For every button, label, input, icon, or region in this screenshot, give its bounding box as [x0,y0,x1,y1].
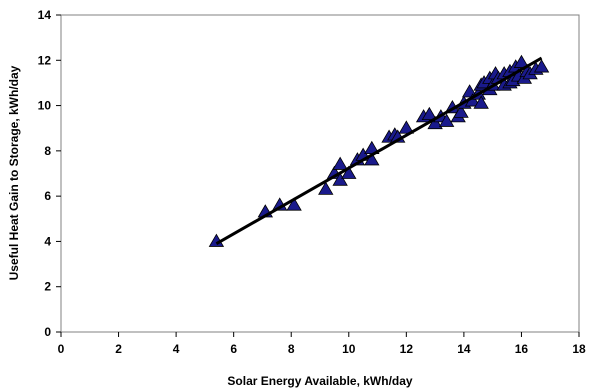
data-point [332,172,348,186]
data-point [398,120,415,134]
plot-area [60,14,580,333]
data-point [473,95,489,109]
x-tick-label: 8 [288,342,295,356]
x-tick-label: 0 [58,342,65,356]
x-axis: 0 2 4 6 8 10 12 14 16 18 [58,332,586,356]
x-tick-label: 18 [572,342,586,356]
y-tick-label: 4 [44,234,51,248]
x-tick-label: 10 [342,342,356,356]
trendline [215,56,543,245]
x-tick-label: 4 [173,342,180,356]
x-tick-label: 14 [457,342,471,356]
data-point [286,197,302,211]
y-tick-label: 14 [38,8,52,22]
data-point [427,115,443,130]
y-axis-title: Useful Heat Gain to Storage, kWh/day [7,65,21,280]
data-point [453,104,469,118]
data-point [438,113,455,127]
x-axis-title: Solar Energy Available, kWh/day [227,374,413,388]
y-tick-label: 8 [44,144,51,158]
data-point [318,181,334,195]
data-point [332,156,348,170]
y-tick-label: 6 [44,189,51,203]
y-tick-label: 12 [38,53,52,67]
data-point [364,152,380,166]
data-point [513,54,530,68]
data-point [461,84,478,98]
y-axis: 0 2 4 6 8 10 12 14 [38,8,61,339]
x-tick-label: 2 [115,342,122,356]
data-point [341,165,357,179]
y-tick-label: 2 [44,280,51,294]
x-tick-label: 12 [400,342,414,356]
x-tick-label: 6 [230,342,237,356]
y-tick-label: 0 [44,325,51,339]
x-tick-label: 16 [515,342,529,356]
data-point [421,106,438,121]
data-point [533,59,550,73]
y-tick-label: 10 [38,99,52,113]
